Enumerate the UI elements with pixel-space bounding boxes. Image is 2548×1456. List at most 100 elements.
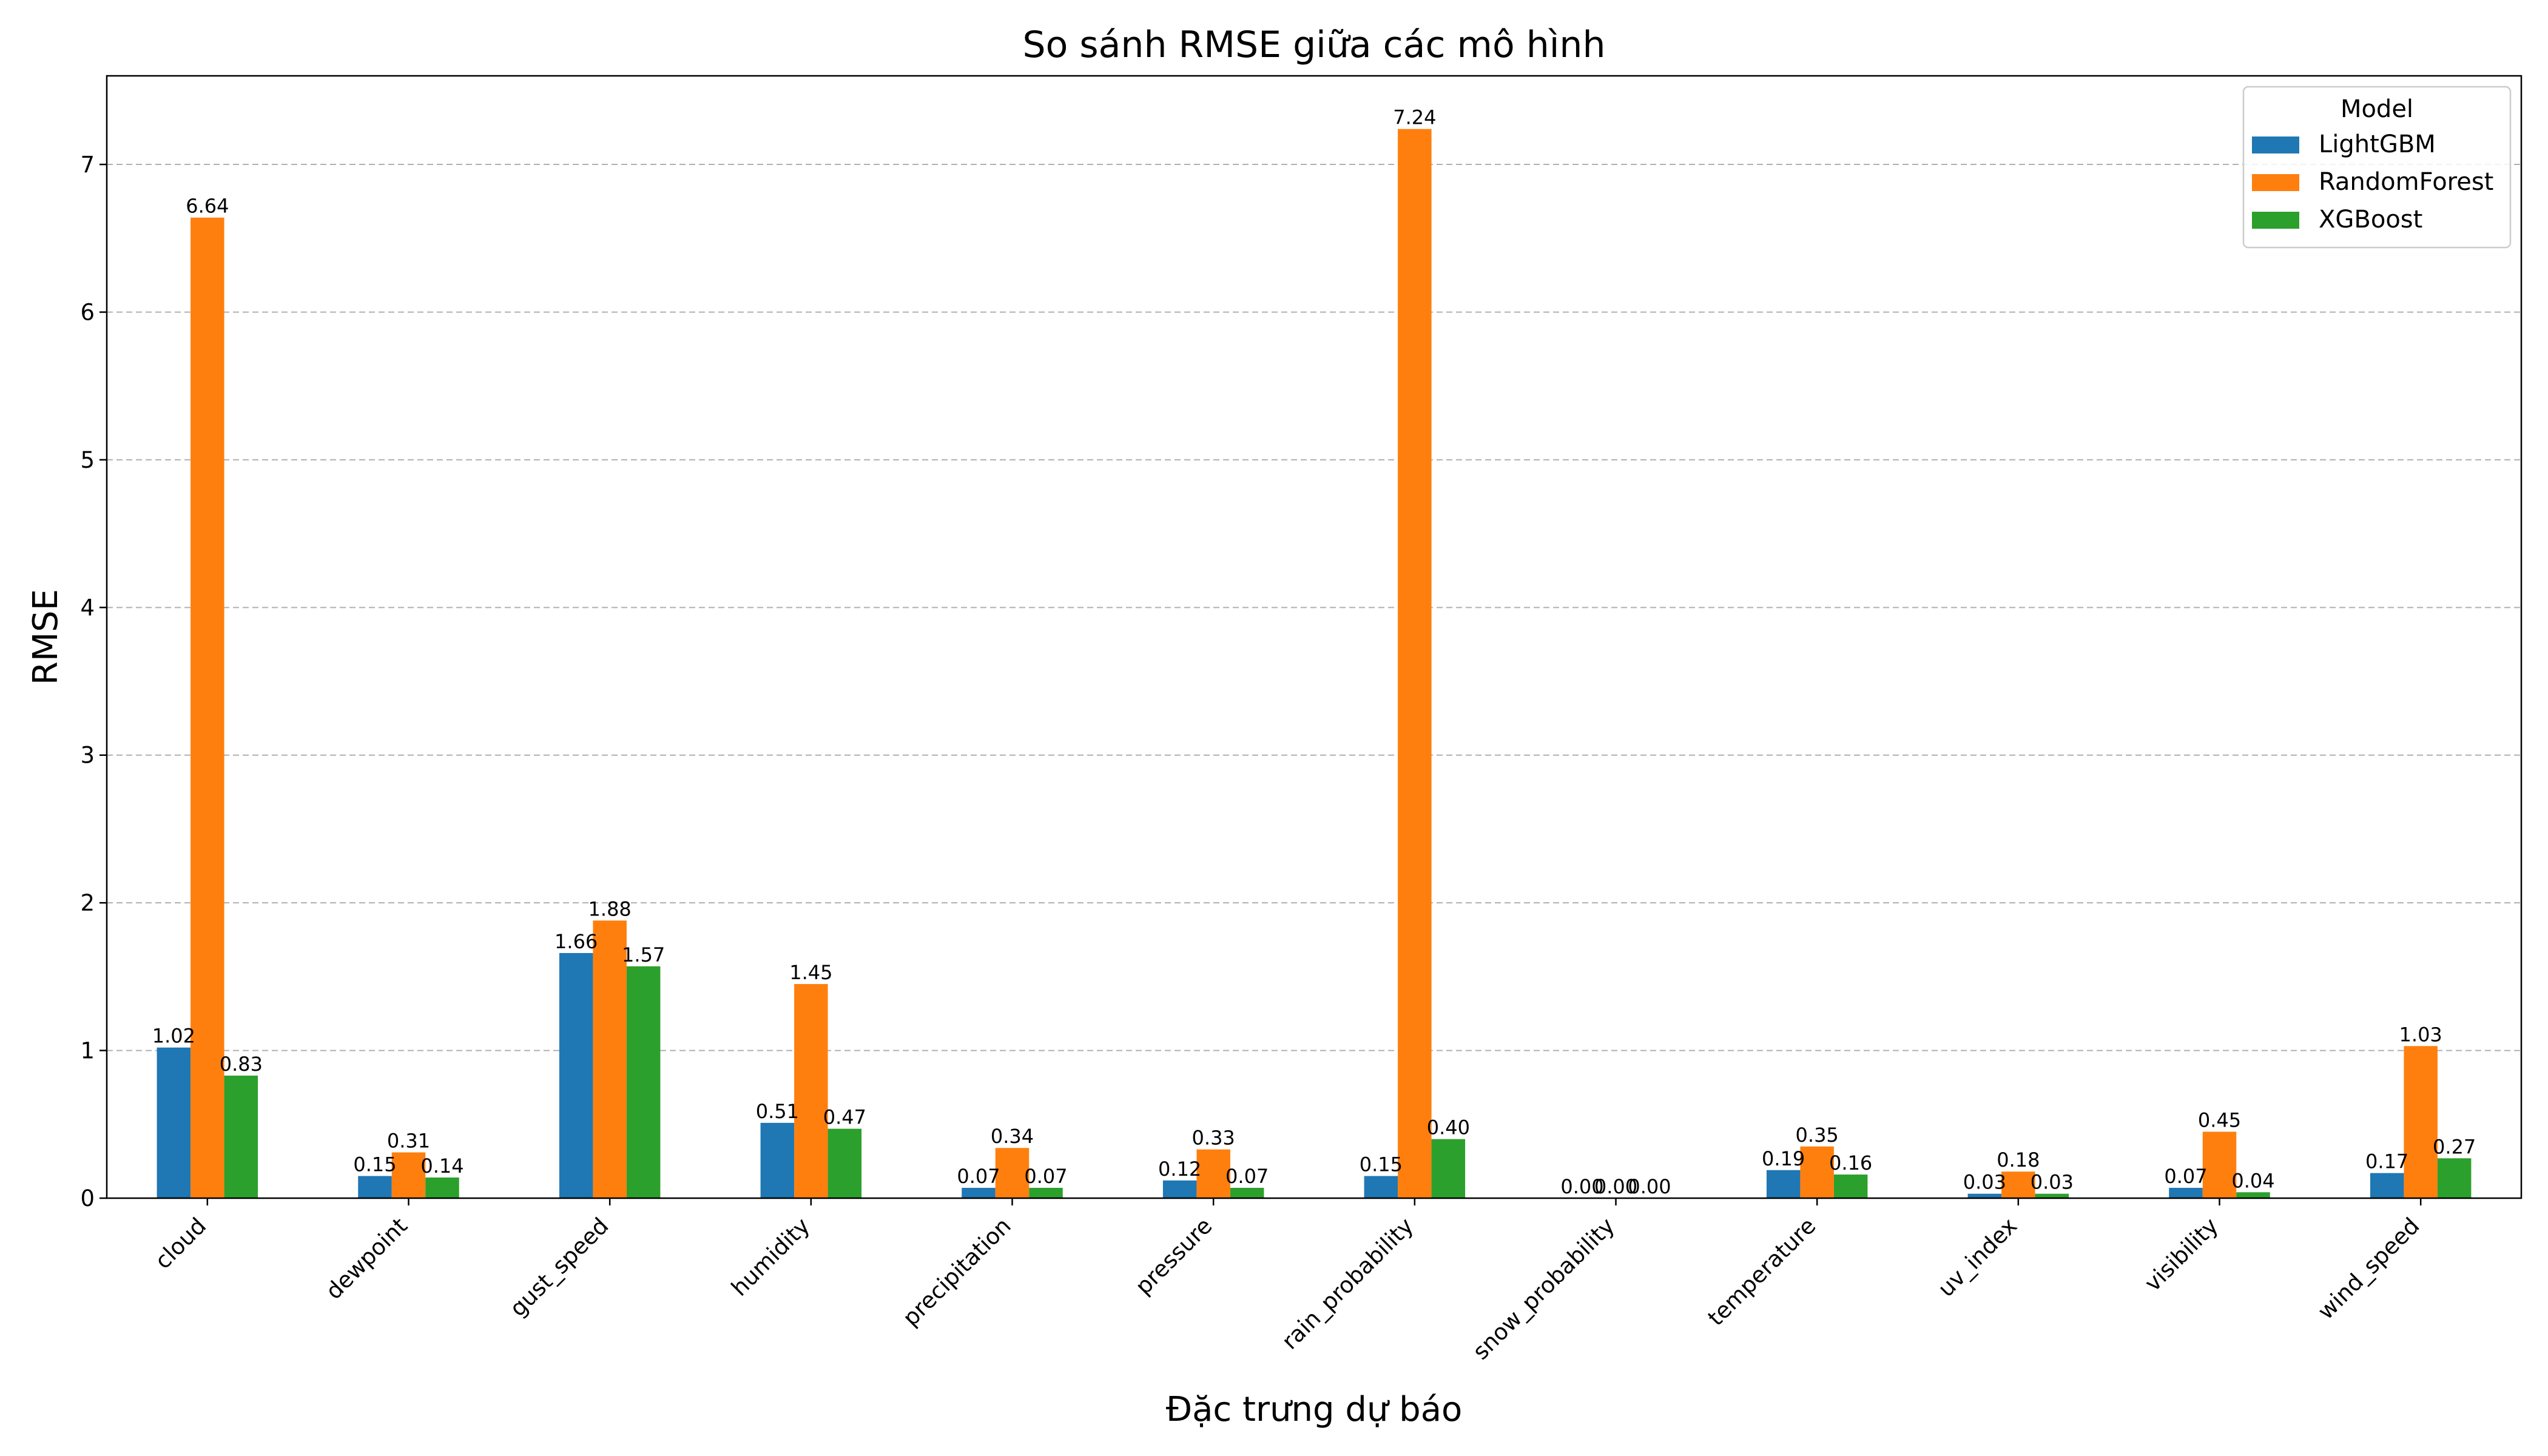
x-tick-label: visibility <box>2140 1213 2223 1296</box>
bar-value-label: 0.47 <box>823 1106 866 1129</box>
chart-title: So sánh RMSE giữa các mô hình <box>1023 24 1606 66</box>
bar-randomforest-precipitation <box>995 1148 1030 1198</box>
bar-value-label: 0.35 <box>1796 1124 1839 1147</box>
y-tick-label: 5 <box>80 447 95 473</box>
y-tick-label: 4 <box>80 595 95 621</box>
bar-xgboost-rain_probability <box>1431 1139 1466 1198</box>
bar-value-label: 0.00 <box>1594 1175 1637 1198</box>
bar-xgboost-wind_speed <box>2437 1158 2472 1198</box>
bar-value-label: 1.66 <box>554 930 598 953</box>
bar-lightgbm-precipitation <box>962 1187 996 1198</box>
bar-value-label: 0.27 <box>2433 1135 2476 1158</box>
bar-xgboost-temperature <box>1833 1175 1868 1198</box>
bar-xgboost-gust_speed <box>626 966 661 1198</box>
y-axis-ticks: 0 1 2 3 4 5 6 7 <box>80 152 107 1212</box>
legend: Model LightGBM RandomForest XGBoost <box>2242 86 2512 249</box>
x-tick-label: uv_index <box>1933 1213 2022 1302</box>
bar-xgboost-humidity <box>827 1128 862 1198</box>
bar-value-label: 0.07 <box>2164 1165 2207 1188</box>
bar-value-label: 0.45 <box>2198 1108 2241 1131</box>
bar-value-label: 1.03 <box>2399 1023 2442 1046</box>
bar-value-labels: 1.02 0.15 1.66 0.51 0.07 0.12 0.15 0.00 0.19 0.03… <box>152 106 2476 1198</box>
bar-xgboost-pressure <box>1230 1187 1264 1198</box>
x-tick-label: wind_speed <box>2313 1213 2424 1324</box>
bars <box>157 129 2472 1198</box>
bar-value-label: 0.51 <box>756 1100 799 1123</box>
bar-randomforest-rain_probability <box>1398 129 1432 1198</box>
bar-value-label: 1.02 <box>152 1025 195 1048</box>
bar-value-label: 0.07 <box>957 1165 1000 1188</box>
bar-value-label: 0.03 <box>2031 1171 2074 1194</box>
y-tick-label: 0 <box>80 1185 95 1212</box>
bar-lightgbm-gust_speed <box>559 952 593 1198</box>
bar-value-label: 0.40 <box>1427 1116 1470 1139</box>
bar-value-label: 0.31 <box>387 1130 430 1153</box>
bar-lightgbm-cloud <box>157 1047 191 1198</box>
bar-value-label: 0.17 <box>2365 1150 2408 1173</box>
bar-value-label: 0.34 <box>991 1125 1034 1148</box>
bar-value-label: 0.18 <box>1997 1148 2040 1171</box>
legend-label-lightgbm: LightGBM <box>2319 130 2436 158</box>
x-tick-label: dewpoint <box>321 1213 413 1304</box>
x-tick-label: humidity <box>726 1213 815 1301</box>
bar-randomforest-gust_speed <box>593 920 627 1198</box>
legend-box <box>2242 86 2512 249</box>
bar-randomforest-visibility <box>2202 1131 2237 1198</box>
bar-randomforest-pressure <box>1196 1149 1230 1198</box>
x-axis-label: Đặc trưng dự báo <box>1166 1390 1463 1429</box>
bar-value-label: 1.88 <box>588 897 632 920</box>
bar-randomforest-dewpoint <box>391 1152 426 1198</box>
x-tick-label: precipitation <box>898 1213 1016 1331</box>
bar-randomforest-cloud <box>190 217 224 1198</box>
y-tick-label: 7 <box>80 152 95 178</box>
bar-value-label: 0.83 <box>220 1053 263 1076</box>
legend-swatch-xgboost <box>2252 212 2299 229</box>
x-tick-label: snow_probability <box>1468 1213 1620 1365</box>
bar-lightgbm-wind_speed <box>2370 1173 2404 1198</box>
bar-xgboost-precipitation <box>1029 1187 1063 1198</box>
bar-lightgbm-visibility <box>2169 1187 2203 1198</box>
bar-lightgbm-dewpoint <box>358 1176 392 1198</box>
bar-randomforest-temperature <box>1800 1146 1834 1198</box>
legend-title: Model <box>2341 95 2413 123</box>
bar-value-label: 0.03 <box>1963 1171 2006 1194</box>
y-tick-label: 2 <box>80 890 95 916</box>
bar-xgboost-visibility <box>2236 1192 2270 1198</box>
bar-value-label: 0.07 <box>1225 1165 1269 1188</box>
legend-label-randomforest: RandomForest <box>2319 168 2493 196</box>
gridlines <box>107 164 2521 1051</box>
bar-xgboost-cloud <box>224 1075 258 1198</box>
bar-value-label: 0.00 <box>1560 1175 1603 1198</box>
bar-lightgbm-temperature <box>1766 1170 1801 1198</box>
bar-value-label: 6.64 <box>186 195 229 218</box>
bar-value-label: 0.04 <box>2231 1169 2274 1192</box>
bar-randomforest-uv_index <box>2001 1171 2035 1198</box>
bar-value-label: 0.14 <box>420 1154 463 1178</box>
bar-lightgbm-pressure <box>1162 1180 1197 1198</box>
bar-lightgbm-uv_index <box>1967 1193 2002 1198</box>
y-tick-label: 1 <box>80 1038 95 1064</box>
y-tick-label: 3 <box>80 743 95 769</box>
bar-value-label: 0.16 <box>1829 1151 1872 1175</box>
x-tick-label: rain_probability <box>1276 1213 1418 1355</box>
y-axis-label: RMSE <box>26 589 66 685</box>
bar-xgboost-dewpoint <box>425 1177 459 1198</box>
y-tick-label: 6 <box>80 299 95 325</box>
x-tick-label: gust_speed <box>505 1213 614 1322</box>
x-tick-label: pressure <box>1130 1213 1217 1299</box>
bar-value-label: 7.24 <box>1393 106 1436 129</box>
bar-value-label: 1.57 <box>622 943 665 966</box>
plot-frame <box>106 75 2523 1199</box>
x-axis-ticks: cloud dewpoint gust_speed humidity precipita… <box>150 1198 2425 1365</box>
bar-value-label: 1.45 <box>789 961 832 984</box>
bar-value-label: 0.12 <box>1158 1158 1201 1181</box>
bar-value-label: 0.15 <box>1360 1153 1403 1176</box>
legend-label-xgboost: XGBoost <box>2319 206 2422 234</box>
legend-swatch-lightgbm <box>2252 136 2299 153</box>
x-tick-label: temperature <box>1703 1213 1821 1331</box>
bar-value-label: 0.33 <box>1192 1127 1235 1150</box>
bar-value-label: 0.07 <box>1024 1165 1067 1188</box>
bar-value-label: 0.19 <box>1762 1147 1805 1170</box>
x-tick-label: cloud <box>150 1213 211 1274</box>
